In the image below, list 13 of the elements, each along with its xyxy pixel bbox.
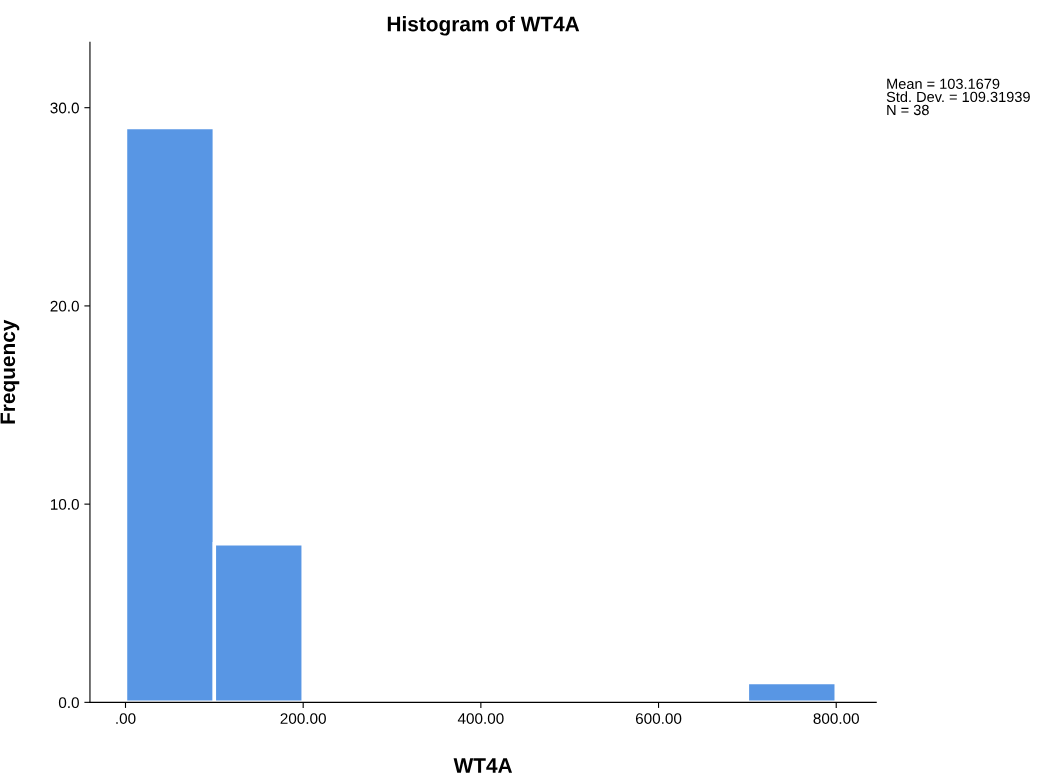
x-tick-label: 800.00 bbox=[813, 713, 859, 724]
y-tick-label: 30.0 bbox=[50, 102, 79, 114]
y-tick-label: 20.0 bbox=[50, 300, 79, 312]
x-tick-label: 200.00 bbox=[280, 713, 326, 724]
chart-title: Histogram of WT4A bbox=[387, 16, 580, 36]
x-axis-title: WT4A bbox=[453, 758, 513, 773]
text: Mean = 103.1679 Std. Dev. = 109.31939 N = 38 bbox=[886, 78, 1030, 116]
x-tick-label: 400.00 bbox=[457, 713, 504, 724]
x-tick-label: 600.00 bbox=[635, 713, 682, 724]
y-tick-label: 0.0 bbox=[58, 697, 79, 709]
y-tick-label: 10.0 bbox=[50, 499, 79, 510]
y-axis-title: Frequency bbox=[0, 319, 20, 424]
x-tick-label: .00 bbox=[116, 713, 136, 724]
